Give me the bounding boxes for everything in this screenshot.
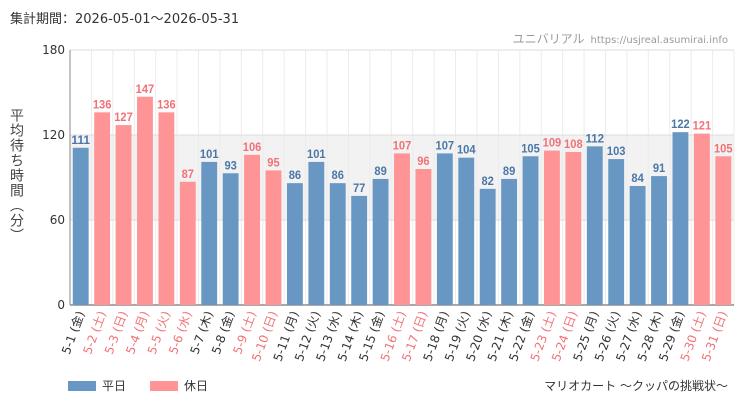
bar-value-label: 107: [436, 138, 455, 152]
bar-value-label: 121: [693, 119, 712, 133]
bar: [179, 181, 196, 305]
bar: [608, 159, 625, 305]
bar: [522, 156, 539, 305]
bar: [629, 186, 646, 305]
bar-value-label: 105: [521, 141, 540, 155]
bar-value-label: 106: [243, 140, 262, 154]
bar-value-label: 127: [114, 110, 133, 124]
bar-value-label: 104: [457, 143, 476, 157]
bar-value-label: 122: [671, 117, 690, 131]
bar: [72, 147, 89, 305]
y-tick-label: 180: [42, 43, 65, 57]
bar: [501, 178, 518, 305]
bar: [201, 161, 218, 305]
bar-value-label: 101: [200, 147, 219, 161]
bar-value-label: 89: [503, 164, 516, 178]
y-tick-label: 120: [42, 128, 65, 142]
attraction-name: マリオカート ～クッパの挑戦状～: [544, 379, 728, 393]
bar: [286, 183, 303, 305]
bar: [158, 112, 175, 305]
bar-value-label: 112: [585, 131, 604, 145]
bar-value-label: 77: [353, 181, 366, 195]
bar: [329, 183, 346, 305]
bar-value-label: 96: [417, 154, 430, 168]
legend-label-holiday: 休日: [184, 379, 209, 393]
bar-value-label: 86: [289, 168, 302, 182]
site-name: ユニバリアル: [512, 32, 585, 46]
bar-value-label: 86: [332, 168, 345, 182]
bar: [586, 146, 603, 305]
bar: [672, 132, 689, 305]
bar: [115, 125, 132, 305]
bar: [394, 153, 410, 305]
bar-value-label: 89: [374, 164, 387, 178]
site-url: https://usjreal.asumirai.info: [590, 35, 728, 46]
bar: [415, 169, 432, 305]
y-tick-label: 60: [50, 213, 65, 227]
bar: [94, 112, 111, 305]
bar-value-label: 107: [393, 138, 412, 152]
bar-value-label: 108: [564, 137, 583, 151]
period-label: 集計期間：2026-05-01～2026-05-31: [10, 12, 240, 27]
bar-value-label: 101: [307, 147, 326, 161]
bar: [436, 153, 453, 305]
y-axis-label: 平均待ち時間（分）: [8, 108, 24, 243]
bar-value-label: 147: [136, 82, 155, 96]
bar-value-label: 95: [267, 155, 280, 169]
legend-swatch-weekday: [68, 380, 96, 391]
legend-item-holiday[interactable]: 休日: [150, 377, 208, 394]
bar: [479, 188, 496, 305]
bar: [265, 170, 282, 305]
bar: [351, 195, 368, 305]
bar: [715, 156, 732, 305]
legend-label-weekday: 平日: [102, 379, 127, 393]
bar: [244, 154, 260, 305]
bar: [458, 157, 475, 305]
bar: [137, 96, 153, 305]
bar-value-label: 84: [631, 171, 644, 185]
bar-value-label: 136: [93, 97, 112, 111]
bar-value-label: 111: [71, 133, 90, 147]
bar-value-label: 109: [543, 136, 562, 150]
bar: [222, 173, 239, 305]
bar: [565, 152, 582, 305]
bar-value-label: 103: [607, 144, 626, 158]
bar-value-label: 82: [481, 174, 494, 188]
bar: [308, 161, 325, 305]
bar-value-label: 87: [182, 167, 195, 181]
site-watermark: ユニバリアル https://usjreal.asumirai.info: [513, 30, 728, 47]
bar-value-label: 136: [157, 97, 176, 111]
bar-value-label: 105: [714, 141, 733, 155]
bar-value-label: 91: [653, 161, 666, 175]
legend: 平日 休日: [68, 377, 208, 394]
bar: [651, 176, 667, 305]
legend-item-weekday[interactable]: 平日: [68, 377, 126, 394]
bar-value-label: 93: [224, 158, 237, 172]
bar: [693, 133, 710, 305]
bar: [372, 178, 389, 305]
legend-swatch-holiday: [150, 380, 179, 391]
bar: [544, 150, 560, 305]
y-tick-label: 0: [57, 298, 65, 312]
